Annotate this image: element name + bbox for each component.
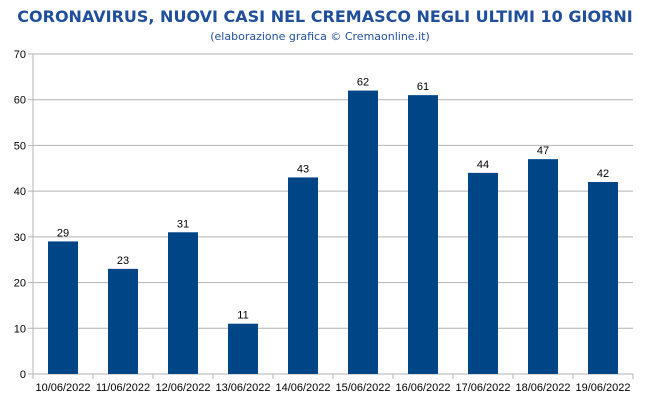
data-label: 62 [357, 77, 369, 89]
bar-18/06/2022 [528, 159, 558, 374]
x-tick-label: 15/06/2022 [335, 382, 390, 394]
bar-13/06/2022 [228, 323, 258, 374]
x-tick-label: 18/06/2022 [515, 382, 570, 394]
y-axis-ticks: 0 10 20 30 40 50 60 70 [14, 49, 34, 381]
chart-subtitle: (elaborazione grafica © Cremaonline.it) [210, 30, 429, 43]
bar-10/06/2022 [48, 241, 78, 374]
x-tick-label: 10/06/2022 [35, 382, 90, 394]
bar-11/06/2022 [108, 268, 138, 374]
y-tick-label: 60 [14, 95, 26, 107]
y-tick-label: 10 [14, 323, 26, 335]
bar-16/06/2022 [408, 95, 438, 375]
x-axis-ticks: 10/06/2022 11/06/2022 12/06/2022 13/06/2022… [32, 374, 634, 394]
y-tick-label: 0 [20, 369, 26, 381]
data-label: 42 [597, 168, 609, 180]
x-tick-label: 12/06/2022 [155, 382, 210, 394]
bar-14/06/2022 [288, 177, 318, 374]
x-tick-label: 11/06/2022 [96, 382, 150, 394]
data-label: 23 [117, 255, 129, 267]
x-tick-label: 19/06/2022 [575, 382, 630, 394]
data-label: 11 [237, 310, 248, 322]
chart-title: CORONAVIRUS, NUOVI CASI NEL CREMASCO NEG… [17, 7, 632, 26]
y-tick-label: 30 [14, 232, 26, 244]
data-label: 29 [57, 227, 69, 239]
x-tick-label: 17/06/2022 [455, 382, 510, 394]
bars [48, 90, 618, 375]
y-tick-label: 70 [14, 49, 26, 61]
data-label: 44 [477, 159, 489, 171]
data-label: 43 [297, 163, 309, 175]
data-label: 61 [417, 81, 429, 93]
bar-12/06/2022 [168, 232, 198, 374]
x-tick-label: 14/06/2022 [275, 382, 330, 394]
y-tick-label: 50 [14, 140, 26, 152]
data-label: 47 [537, 145, 549, 157]
y-tick-label: 20 [14, 278, 26, 290]
data-label: 31 [177, 218, 189, 230]
data-labels: 29 23 31 11 43 62 61 44 47 42 [57, 77, 609, 322]
x-tick-label: 13/06/2022 [215, 382, 270, 394]
bar-17/06/2022 [468, 172, 498, 374]
x-tick-label: 16/06/2022 [395, 382, 450, 394]
bar-15/06/2022 [348, 90, 378, 375]
y-tick-label: 40 [14, 186, 26, 198]
bar-19/06/2022 [588, 182, 618, 374]
